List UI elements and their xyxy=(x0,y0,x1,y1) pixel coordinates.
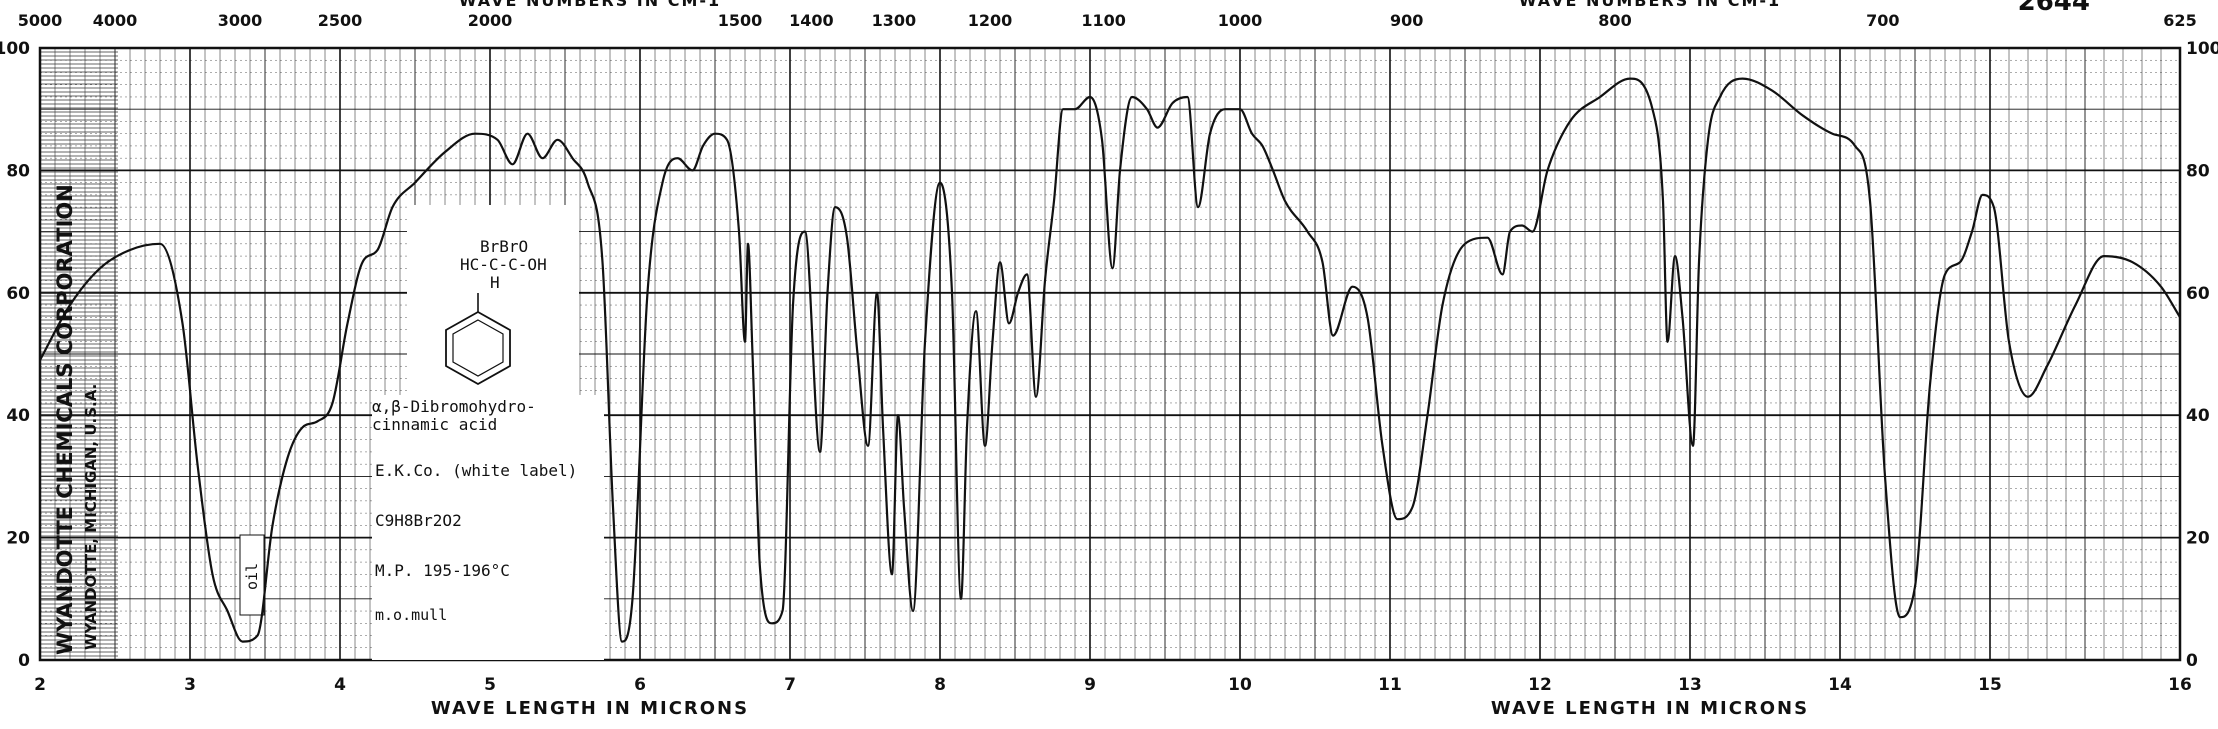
x-tick-label: 2 xyxy=(34,675,46,695)
sample-source: E.K.Co. (white label) xyxy=(375,461,577,480)
wavenumber-tick-label: 2500 xyxy=(318,11,363,30)
y-tick-label-left: 0 xyxy=(18,651,30,671)
x-tick-label: 5 xyxy=(484,675,496,695)
x-axis-title-right: WAVE LENGTH IN MICRONS xyxy=(1491,698,1809,719)
x-tick-label: 8 xyxy=(934,675,946,695)
wavenumber-tick-label: 1400 xyxy=(789,11,834,30)
x-tick-label: 15 xyxy=(1978,675,2002,695)
wavenumber-tick-labels: 5000 4000 3000 2500 2000 1500 1400 1300 1200 1100… xyxy=(18,11,2197,30)
wavenumber-tick-label: 3000 xyxy=(218,11,263,30)
wavenumber-tick-label: 1100 xyxy=(1081,11,1126,30)
wavenumber-tick-label: 1200 xyxy=(968,11,1013,30)
publisher-band xyxy=(40,51,118,657)
structure-line-1: BrBrO xyxy=(480,237,528,256)
x-tick-label: 13 xyxy=(1678,675,1702,695)
structure-box xyxy=(407,205,579,395)
structure-line-2: HC-C-C-OH xyxy=(460,255,547,274)
sample-label: BrBrO HC-C-C-OH H α,β-Dibromohydro- cinn… xyxy=(372,205,604,660)
y-tick-label-left: 100 xyxy=(0,39,30,59)
y-tick-label-right: 0 xyxy=(2186,651,2198,671)
y-tick-label-right: 80 xyxy=(2186,161,2210,181)
publisher-text: WYANDOTTE CHEMICALS CORPORATION WYANDOTT… xyxy=(53,184,100,655)
wavenumber-tick-label: 1500 xyxy=(718,11,763,30)
x-tick-labels: 2 3 4 5 6 7 8 9 10 11 12 13 14 15 16 xyxy=(34,675,2192,695)
x-tick-label: 7 xyxy=(784,675,796,695)
x-tick-label: 9 xyxy=(1084,675,1096,695)
x-tick-label: 4 xyxy=(334,675,346,695)
wavenumber-tick-label: 900 xyxy=(1390,11,1423,30)
publisher-name: WYANDOTTE CHEMICALS CORPORATION xyxy=(53,184,77,655)
y-tick-label-right: 100 xyxy=(2186,39,2218,59)
y-tick-label-right: 20 xyxy=(2186,529,2210,549)
sample-name-line-2: cinnamic acid xyxy=(372,415,497,434)
wavenumber-tick-label: 700 xyxy=(1866,11,1899,30)
x-tick-label: 14 xyxy=(1828,675,1852,695)
grid xyxy=(39,47,2180,661)
chart-id: 2644 xyxy=(2018,0,2090,17)
benzene-ring xyxy=(445,310,511,386)
sample-formula: C9H8Br2O2 xyxy=(375,511,462,530)
x-tick-label: 16 xyxy=(2168,675,2192,695)
sample-label-box xyxy=(372,395,604,660)
y-tick-label-right: 40 xyxy=(2186,406,2210,426)
x-tick-label: 6 xyxy=(634,675,646,695)
y-tick-label-right: 60 xyxy=(2186,284,2210,304)
wavenumber-tick-label: 5000 xyxy=(18,11,63,30)
y-tick-label-left: 20 xyxy=(6,529,30,549)
sample-name-line-1: α,β-Dibromohydro- xyxy=(372,397,536,416)
y-tick-label-left: 60 xyxy=(6,284,30,304)
wavenumber-tick-label: 2000 xyxy=(468,11,513,30)
publisher-location: WYANDOTTE, MICHIGAN, U.S.A. xyxy=(82,384,100,650)
y-tick-labels: 0 0 20 20 40 40 60 60 80 80 100 100 xyxy=(0,39,2218,671)
x-tick-label: 11 xyxy=(1378,675,1402,695)
structure-line-3: H xyxy=(490,273,500,292)
wavenumber-tick-label: 4000 xyxy=(93,11,138,30)
y-tick-label-left: 80 xyxy=(6,161,30,181)
sample-melting-point: M.P. 195-196°C xyxy=(375,561,510,580)
top-axis-title-right: WAVE NUMBERS IN CM-1 xyxy=(1519,0,1781,10)
oil-note-text: oil xyxy=(243,563,261,590)
oil-note: oil xyxy=(239,534,265,616)
wavenumber-tick-label: 625 xyxy=(2163,11,2196,30)
wavenumber-tick-label: 800 xyxy=(1598,11,1631,30)
x-axis-title: WAVE LENGTH IN MICRONS xyxy=(431,698,749,719)
spectrum-line xyxy=(39,77,2181,643)
x-tick-label: 12 xyxy=(1528,675,1552,695)
benzene-inner-ring xyxy=(452,319,504,377)
top-axis-title: WAVE NUMBERS IN CM-1 xyxy=(459,0,721,10)
wavenumber-tick-label: 1000 xyxy=(1218,11,1263,30)
oil-note-box xyxy=(239,534,265,616)
sample-preparation: m.o.mull xyxy=(375,606,447,624)
x-tick-label: 10 xyxy=(1228,675,1252,695)
y-tick-label-left: 40 xyxy=(6,406,30,426)
x-tick-label: 3 xyxy=(184,675,196,695)
plot-frame xyxy=(38,46,2182,662)
wavenumber-tick-label: 1300 xyxy=(872,11,917,30)
